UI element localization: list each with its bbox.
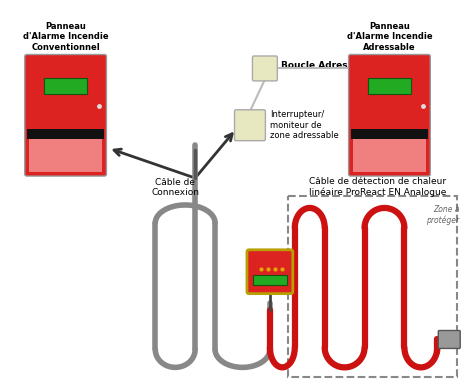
Text: Interrupteur/
moniteur de
zone adressable: Interrupteur/ moniteur de zone adressabl… <box>270 110 338 140</box>
Bar <box>29 133 102 172</box>
FancyBboxPatch shape <box>253 56 277 81</box>
Bar <box>368 78 411 94</box>
FancyBboxPatch shape <box>235 110 265 141</box>
Bar <box>351 129 428 139</box>
Bar <box>44 78 87 94</box>
FancyBboxPatch shape <box>348 54 430 176</box>
Bar <box>27 129 104 139</box>
Text: Câble de détection de chaleur
linéaire ProReact EN Analogue: Câble de détection de chaleur linéaire P… <box>309 177 446 197</box>
Text: Zone à
protéger: Zone à protéger <box>426 205 459 225</box>
FancyBboxPatch shape <box>438 331 460 348</box>
Bar <box>353 133 426 172</box>
FancyBboxPatch shape <box>25 54 107 176</box>
Bar <box>253 275 287 285</box>
Text: Câble de
Connexion: Câble de Connexion <box>151 178 199 197</box>
Bar <box>288 196 457 378</box>
Text: Boucle Adressable: Boucle Adressable <box>281 61 374 70</box>
Text: Panneau
d'Alarme Incendie
Adressable: Panneau d'Alarme Incendie Adressable <box>346 22 432 52</box>
Text: Panneau
d'Alarme Incendie
Conventionnel: Panneau d'Alarme Incendie Conventionnel <box>23 22 109 52</box>
FancyBboxPatch shape <box>247 250 293 294</box>
